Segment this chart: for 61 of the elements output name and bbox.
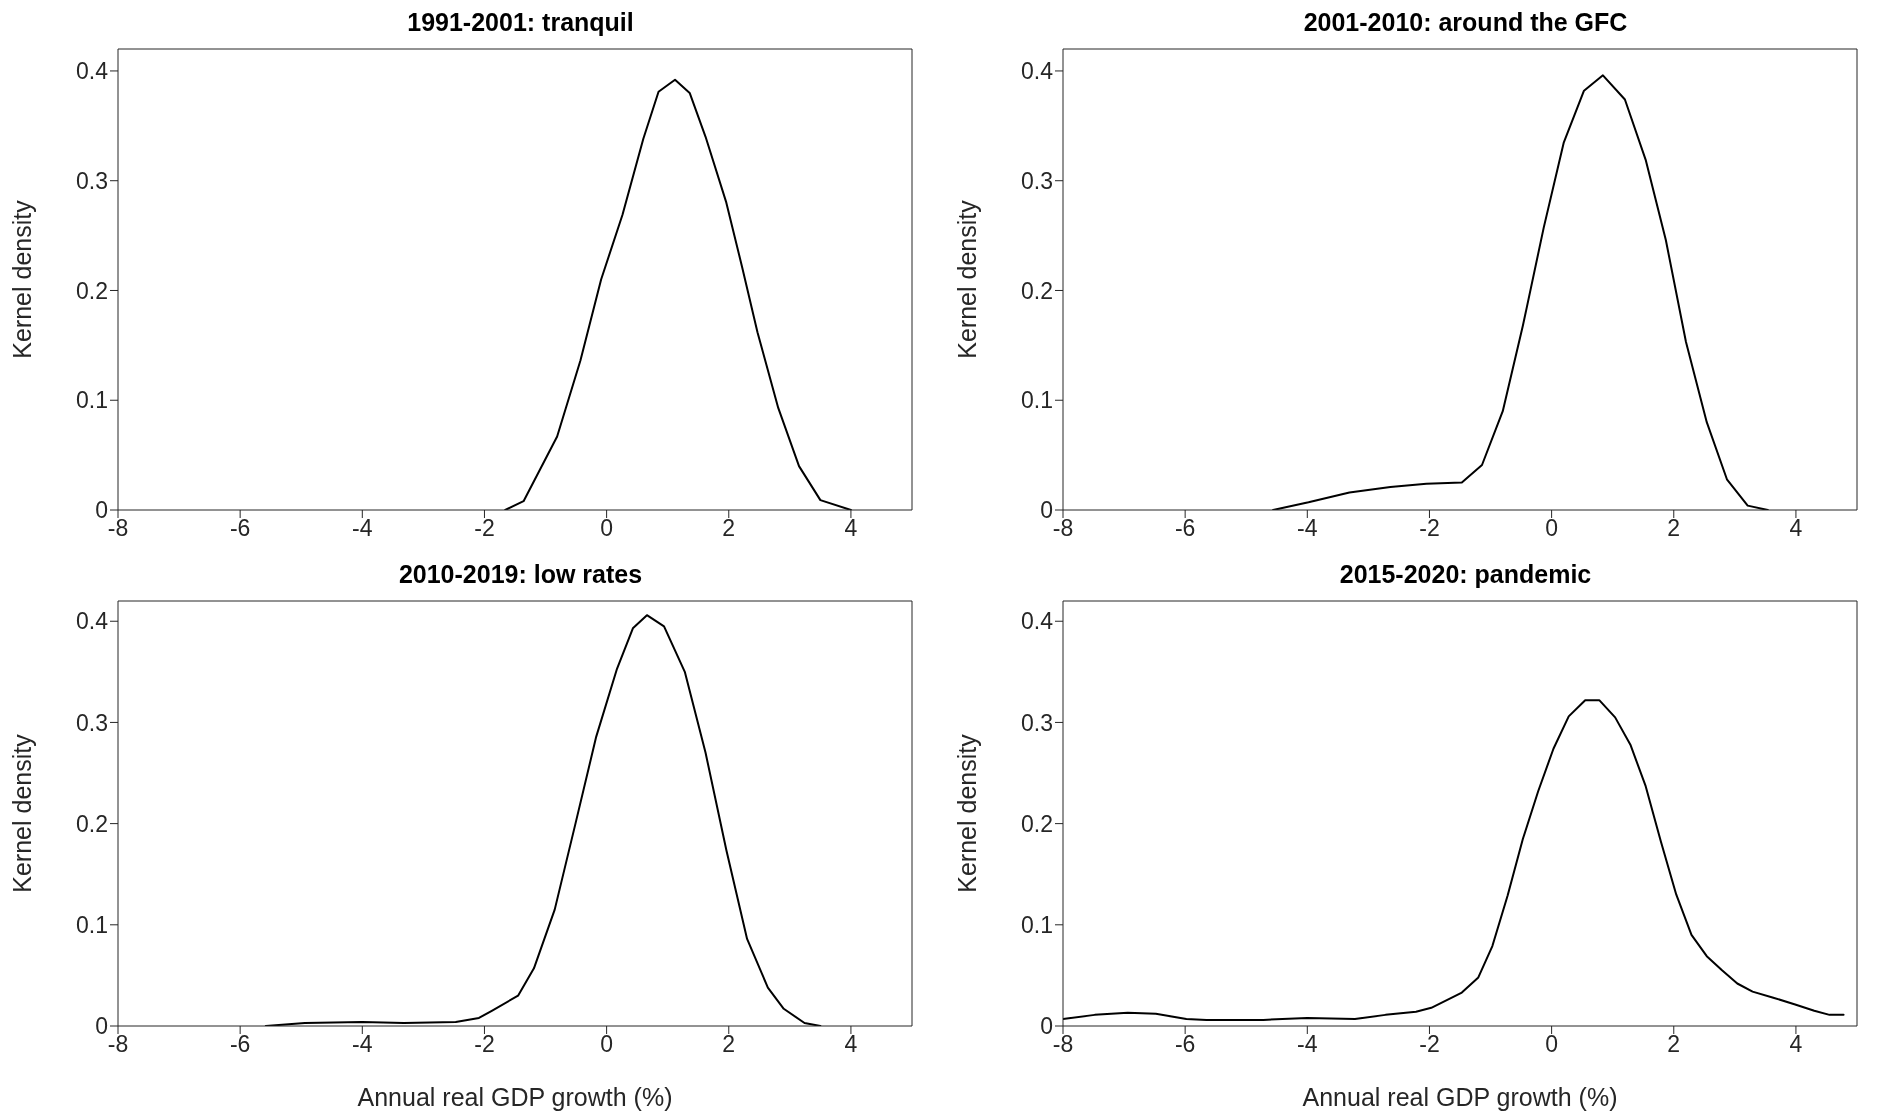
- x-tick-label: -2: [474, 1031, 495, 1058]
- y-axis-title: Kernel density: [952, 199, 981, 359]
- y-tick-label: 0.1: [1021, 387, 1053, 414]
- x-tick-label: 0: [600, 515, 614, 542]
- y-tick-label: 0: [95, 497, 108, 524]
- x-tick-label: 4: [844, 1031, 858, 1058]
- y-tick-label: 0.2: [1021, 810, 1053, 837]
- chart-title: 2001-2010: around the GFC: [1302, 8, 1629, 38]
- x-tick-label: -4: [1297, 515, 1318, 542]
- y-tick-label: 0.2: [76, 277, 108, 304]
- line-series: [1063, 699, 1845, 1021]
- y-tick-label: 0.4: [1021, 58, 1054, 85]
- x-tick-label: 0: [1545, 1031, 1559, 1058]
- chart-title: 2010-2019: low rates: [397, 560, 644, 590]
- x-tick-label: -8: [107, 515, 129, 542]
- x-tick-label: -6: [1174, 1031, 1196, 1058]
- y-tick-label: 0: [1040, 497, 1053, 524]
- y-tick-label: 0.2: [1021, 277, 1053, 304]
- x-tick-label: 4: [844, 515, 858, 542]
- x-tick-label: -8: [107, 1031, 129, 1058]
- y-tick-label: 0.1: [76, 911, 108, 938]
- x-tick-label: -8: [1052, 1031, 1074, 1058]
- chart-title: 1991-2001: tranquil: [406, 8, 635, 38]
- x-tick-label: -6: [229, 515, 251, 542]
- x-tick-label: -4: [352, 1031, 373, 1058]
- y-tick-label: 0: [1040, 1013, 1053, 1040]
- x-axis-title: Annual real GDP growth (%): [1302, 1083, 1618, 1111]
- x-tick-label: 2: [722, 515, 736, 542]
- x-tick-label: -2: [1419, 1031, 1440, 1058]
- y-tick-label: 0.3: [76, 709, 108, 736]
- chart-title: 2015-2020: pandemic: [1338, 560, 1593, 590]
- x-tick-label: 0: [600, 1031, 614, 1058]
- x-tick-label: -8: [1052, 515, 1074, 542]
- y-tick-label: 0: [95, 1013, 108, 1040]
- x-tick-label: -6: [229, 1031, 251, 1058]
- x-tick-label: -6: [1174, 515, 1196, 542]
- y-tick-label: 0.4: [76, 608, 109, 635]
- x-tick-label: 0: [1545, 515, 1559, 542]
- y-axis-title: Kernel density: [7, 733, 36, 893]
- y-tick-label: 0.4: [76, 58, 109, 85]
- y-tick-label: 0.2: [76, 810, 108, 837]
- x-tick-label: -4: [352, 515, 373, 542]
- y-axis-title: Kernel density: [952, 733, 981, 893]
- x-tick-label: 4: [1789, 1031, 1803, 1058]
- x-tick-label: 4: [1789, 515, 1803, 542]
- x-tick-label: 2: [722, 1031, 736, 1058]
- x-tick-label: -4: [1297, 1031, 1318, 1058]
- line-series: [504, 78, 852, 510]
- y-tick-label: 0.3: [76, 167, 108, 194]
- line-series: [1272, 74, 1769, 510]
- y-axis-title: Kernel density: [7, 199, 36, 359]
- y-tick-label: 0.3: [1021, 167, 1053, 194]
- x-tick-label: -2: [1419, 515, 1440, 542]
- y-tick-label: 0.1: [1021, 911, 1053, 938]
- x-axis-title: Annual real GDP growth (%): [357, 1083, 673, 1111]
- x-tick-label: 2: [1667, 1031, 1681, 1058]
- y-tick-label: 0.1: [76, 387, 108, 414]
- y-tick-label: 0.4: [1021, 608, 1054, 635]
- x-tick-label: 2: [1667, 515, 1681, 542]
- y-tick-label: 0.3: [1021, 709, 1053, 736]
- x-tick-label: -2: [474, 515, 495, 542]
